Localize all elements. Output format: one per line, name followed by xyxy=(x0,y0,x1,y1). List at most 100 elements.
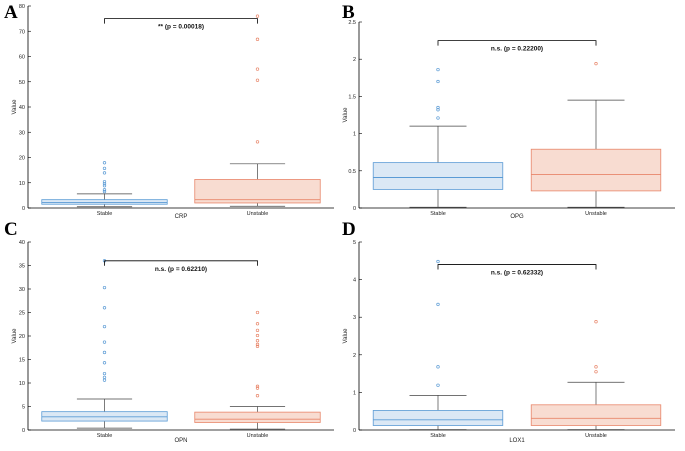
y-tick-label: 4 xyxy=(353,278,356,284)
y-tick-label: 0 xyxy=(353,428,356,434)
outlier-point xyxy=(255,37,260,41)
outlier-point xyxy=(436,383,440,387)
outlier-point xyxy=(102,184,107,188)
outlier-point xyxy=(102,340,107,344)
panel-c: C 0 5 10 15 20 25 30 35 40 Value OPN Stable Unstable… xyxy=(0,219,340,446)
y-tick-label: 30 xyxy=(19,130,25,136)
chart-opn: 0 5 10 15 20 25 30 35 40 Value OPN Stable Unstable n.… xyxy=(12,240,334,444)
outlier-point xyxy=(436,67,440,72)
outlier-point xyxy=(102,182,107,186)
chart-opg: 0 0.5 1 1.5 2 2.5 Value OPG Stable Unstable n.s. (… xyxy=(343,20,675,220)
outlier-point xyxy=(255,333,260,338)
category-label: Unstable xyxy=(247,433,269,439)
outlier-point xyxy=(255,78,260,82)
significance-label: n.s. (p = 0.62210) xyxy=(155,266,207,273)
x-axis-label: OPG xyxy=(510,214,524,220)
outlier-point xyxy=(436,365,440,369)
category-label: Unstable xyxy=(585,211,607,217)
outlier-point xyxy=(255,339,260,343)
y-axis-label: Value xyxy=(12,328,18,344)
panel-letter: B xyxy=(342,2,355,23)
category-label: Unstable xyxy=(585,433,607,439)
outlier-point xyxy=(255,140,260,144)
y-tick-label: 80 xyxy=(19,4,25,10)
outlier-point xyxy=(102,189,107,194)
box-stable xyxy=(41,259,168,429)
y-tick-label: 25 xyxy=(19,311,25,317)
iqr-box xyxy=(41,411,168,422)
outlier-point xyxy=(436,79,440,84)
y-tick-label: 2 xyxy=(353,57,356,63)
outlier-point xyxy=(255,394,260,398)
y-tick-label: 1 xyxy=(353,390,356,396)
chart-crp: 0 10 20 30 40 50 60 70 80 Value CRP Stable Unstable *… xyxy=(12,4,334,220)
x-axis-label: OPN xyxy=(174,438,187,444)
outlier-point xyxy=(102,371,107,376)
y-axis-label: Value xyxy=(12,99,18,115)
y-tick-label: 0.5 xyxy=(348,169,356,175)
iqr-box xyxy=(194,411,321,423)
outlier-point xyxy=(102,324,107,329)
outlier-point xyxy=(102,361,107,365)
panel-a: A 0 10 20 30 40 50 60 70 80 Value CRP Stable Unstabl… xyxy=(0,0,340,220)
significance-bracket xyxy=(104,18,258,24)
category-label: Stable xyxy=(430,211,446,217)
significance-label: ** (p = 0.00018) xyxy=(158,24,204,31)
outlier-point xyxy=(255,14,260,18)
outlier-point xyxy=(255,328,260,333)
panel-letter: D xyxy=(342,219,356,240)
x-axis-label: LOX1 xyxy=(509,438,525,444)
box-unstable xyxy=(194,14,321,207)
outlier-point xyxy=(255,384,260,388)
category-label: Stable xyxy=(97,211,113,217)
box-stable xyxy=(41,161,168,208)
outlier-point xyxy=(594,62,598,66)
outlier-point xyxy=(102,171,107,175)
y-tick-label: 20 xyxy=(19,334,25,340)
outlier-point xyxy=(102,285,107,290)
outlier-point xyxy=(255,386,260,390)
box-stable xyxy=(372,67,504,208)
y-tick-label: 1.5 xyxy=(348,94,356,100)
outlier-point xyxy=(102,188,107,192)
outlier-point xyxy=(255,322,260,326)
box-unstable xyxy=(530,320,662,430)
y-tick-label: 1 xyxy=(353,132,356,138)
outlier-point xyxy=(102,161,107,165)
y-tick-label: 2 xyxy=(353,353,356,359)
significance-bracket xyxy=(437,264,597,270)
panel-b: B 0 0.5 1 1.5 2 2.5 Value OPG Stable Unstable n.s.… xyxy=(340,0,685,220)
box-stable xyxy=(372,259,504,430)
significance-bracket xyxy=(437,40,597,46)
outlier-point xyxy=(102,306,107,310)
outlier-point xyxy=(102,378,107,382)
y-tick-label: 70 xyxy=(19,29,25,35)
y-tick-label: 15 xyxy=(19,358,25,364)
panel-letter: A xyxy=(4,2,18,23)
outlier-point xyxy=(255,67,260,71)
y-axis-label: Value xyxy=(343,107,349,123)
outlier-point xyxy=(436,105,440,110)
y-tick-label: 5 xyxy=(22,405,25,411)
box-unstable xyxy=(194,310,321,430)
y-tick-label: 10 xyxy=(19,181,25,187)
y-tick-label: 50 xyxy=(19,80,25,86)
outlier-point xyxy=(102,375,107,380)
y-tick-label: 40 xyxy=(19,105,25,111)
iqr-box xyxy=(41,199,168,205)
iqr-box xyxy=(194,179,321,204)
y-tick-label: 10 xyxy=(19,381,25,387)
y-tick-label: 35 xyxy=(19,264,25,270)
iqr-box xyxy=(530,404,662,426)
significance-bracket xyxy=(104,260,258,266)
y-tick-label: 20 xyxy=(19,156,25,162)
panel-letter: C xyxy=(4,219,18,240)
outlier-point xyxy=(102,180,107,184)
y-tick-label: 5 xyxy=(353,240,356,246)
y-tick-label: 0 xyxy=(353,206,356,212)
category-label: Stable xyxy=(430,433,446,439)
panel-d: D 0 1 2 3 4 5 Value LOX1 Stable Unstable n.s. (p =… xyxy=(340,219,685,446)
outlier-point xyxy=(255,310,260,315)
y-tick-label: 2.5 xyxy=(348,20,356,26)
outlier-point xyxy=(594,365,598,369)
